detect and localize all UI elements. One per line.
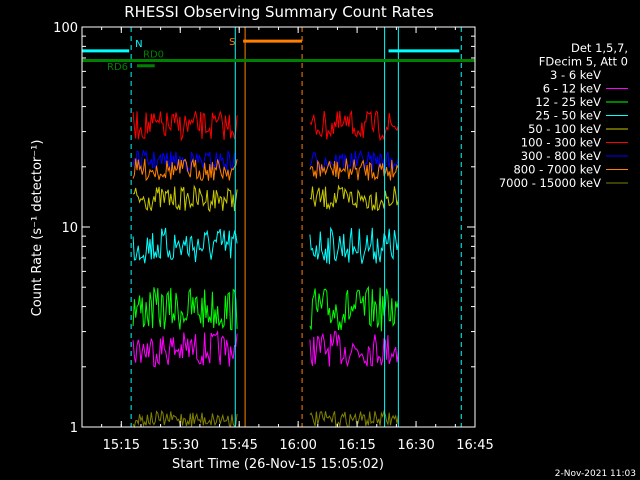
series-trace	[132, 184, 238, 213]
x-tick-label: 16:00	[279, 438, 316, 453]
chart-title: RHESSI Observing Summary Count Rates	[124, 3, 434, 21]
series-12-25-keV	[132, 285, 399, 332]
legend-entry-label: 100 - 300 keV	[521, 136, 601, 150]
y-tick-label: 10	[61, 221, 78, 236]
night-label: N	[135, 39, 142, 50]
y-axis-label: Count Rate (s⁻¹ detector⁻¹)	[30, 140, 45, 317]
series-6-12-keV	[132, 329, 399, 368]
series-7000-15000-keV	[132, 409, 399, 429]
legend-header-line: Det 1,5,7,	[571, 41, 628, 55]
series-trace	[309, 184, 399, 212]
legend-entry-label: 7000 - 15000 keV	[499, 176, 601, 190]
series-trace	[132, 271, 238, 305]
legend-entry-label: 6 - 12 keV	[543, 82, 601, 96]
series-50-100-keV	[132, 184, 399, 213]
footer-timestamp: 2-Nov-2021 11:03	[555, 469, 636, 479]
legend-entry-label: 25 - 50 keV	[535, 109, 601, 123]
saa-label: S	[229, 37, 235, 48]
series-trace	[309, 409, 399, 429]
y-tick-label: 100	[53, 21, 78, 36]
x-tick-label: 15:45	[220, 438, 257, 453]
series-trace	[132, 287, 238, 331]
legend-entry-label: 3 - 6 keV	[550, 68, 601, 82]
series-trace	[132, 329, 238, 368]
series-trace	[309, 158, 399, 181]
series-trace	[132, 409, 238, 429]
series-trace	[309, 226, 399, 265]
series-trace	[132, 110, 238, 142]
series-trace	[132, 227, 238, 264]
legend-entry-label: 300 - 800 keV	[521, 149, 601, 163]
series-trace	[309, 285, 399, 332]
series-trace	[309, 109, 399, 142]
legend-header-line: FDecim 5, Att 0	[539, 55, 628, 69]
legend-entry-label: 800 - 7000 keV	[513, 163, 601, 177]
series-800-7000-keV	[132, 157, 399, 182]
x-tick-label: 15:15	[103, 438, 140, 453]
x-tick-label: 16:45	[456, 438, 493, 453]
y-tick-label: 1	[70, 421, 78, 436]
series-trace	[309, 149, 399, 172]
legend-entry-label: 12 - 25 keV	[535, 95, 601, 109]
series-25-50-keV	[132, 226, 399, 265]
rd6-label: RD6	[107, 62, 128, 73]
legend-entry-label: 50 - 100 keV	[528, 122, 601, 136]
series-100-300-keV	[132, 109, 399, 142]
x-tick-label: 15:30	[162, 438, 199, 453]
axis-layer: 15:15 15:30 15:45 16:00 16:15 16:30 16:45 1 10 10…	[53, 21, 494, 453]
series-trace	[132, 157, 238, 182]
series-trace	[309, 331, 399, 368]
rd0-label: RD0	[143, 49, 164, 60]
x-axis-label: Start Time (26-Nov-15 15:05:02)	[172, 457, 384, 472]
x-tick-label: 16:30	[397, 438, 434, 453]
x-tick-label: 16:15	[338, 438, 375, 453]
